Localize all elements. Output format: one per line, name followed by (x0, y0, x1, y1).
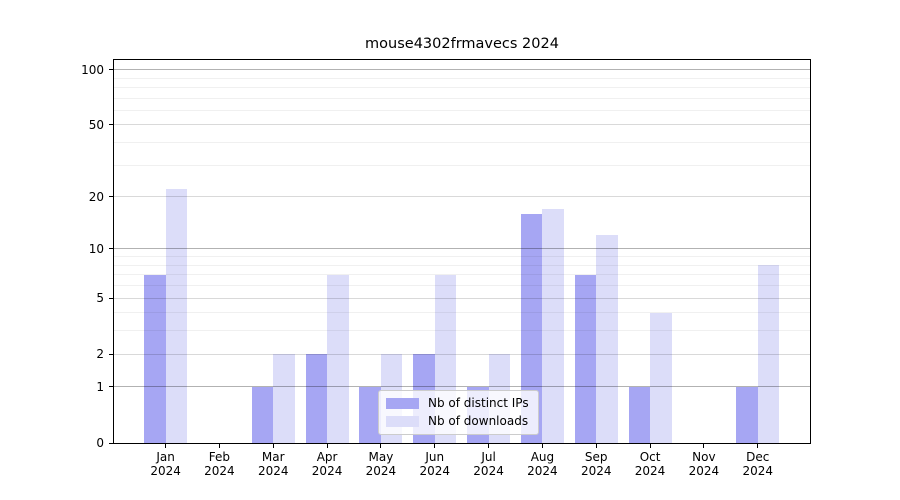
bar-distinct-ips-oct (628, 386, 651, 443)
x-tick-mark-aug (541, 444, 543, 448)
minor-gridline-y-3 (114, 330, 810, 332)
legend-label-distinct-ips: Nb of distinct IPs (428, 396, 529, 410)
y-tick-label-2: 2 (96, 347, 104, 362)
legend-item-downloads: Nb of downloads (386, 414, 529, 429)
y-tick-mark-0 (109, 442, 113, 444)
x-tick-label-apr: Apr 2024 (311, 450, 343, 478)
legend-item-distinct-ips: Nb of distinct IPs (386, 396, 529, 411)
bar-downloads-jan (165, 189, 188, 443)
minor-gridline-y-30 (114, 164, 810, 166)
gridline-y-100 (114, 69, 810, 71)
y-tick-label-0: 0 (96, 436, 104, 450)
minor-gridline-y-40 (114, 142, 810, 144)
bar-distinct-ips-jan (144, 274, 166, 443)
y-tick-mark-10 (109, 248, 113, 250)
x-tick-mark-jul (488, 444, 490, 448)
x-tick-label-may: May 2024 (365, 450, 397, 478)
gridline-y-2 (114, 353, 810, 355)
x-tick-mark-jun (434, 444, 436, 448)
y-tick-mark-50 (109, 124, 113, 126)
y-tick-label-20: 20 (88, 189, 104, 204)
x-tick-label-feb: Feb 2024 (204, 450, 235, 478)
x-tick-mark-nov (703, 444, 705, 448)
minor-gridline-y-60 (114, 109, 810, 111)
y-tick-label-50: 50 (88, 117, 104, 132)
legend-label-downloads: Nb of downloads (428, 414, 529, 428)
x-tick-label-jun: Jun 2024 (419, 450, 451, 478)
bar-downloads-mar (273, 354, 295, 443)
legend-swatch-downloads (386, 416, 419, 427)
x-tick-mark-may (380, 444, 382, 448)
y-tick-label-1: 1 (96, 379, 104, 394)
minor-gridline-y-4 (114, 312, 810, 314)
x-tick-label-sep: Sep 2024 (580, 450, 612, 478)
gridline-y-5 (114, 297, 810, 299)
y-tick-label-10: 10 (88, 241, 104, 256)
minor-gridline-y-6 (114, 285, 810, 287)
bar-downloads-sep (596, 235, 618, 443)
minor-gridline-y-90 (114, 77, 810, 79)
legend-swatch-distinct-ips (386, 398, 419, 409)
bar-distinct-ips-dec (736, 386, 758, 443)
x-tick-mark-dec (757, 444, 759, 448)
bar-downloads-oct (650, 312, 672, 443)
x-tick-label-jan: Jan 2024 (150, 450, 181, 478)
plot-area: Nb of distinct IPs Nb of downloads (113, 59, 811, 444)
gridline-y-20 (114, 196, 810, 198)
x-tick-label-jul: Jul 2024 (473, 450, 504, 478)
bar-downloads-dec (757, 265, 780, 443)
y-tick-label-5: 5 (96, 291, 104, 306)
x-tick-label-nov: Nov 2024 (688, 450, 720, 478)
x-tick-mark-apr (326, 444, 328, 448)
x-tick-label-aug: Aug 2024 (527, 450, 558, 478)
bar-distinct-ips-may (359, 386, 381, 443)
x-tick-mark-feb (218, 444, 220, 448)
y-tick-mark-2 (109, 353, 113, 355)
y-tick-mark-5 (109, 297, 113, 299)
minor-gridline-y-80 (114, 86, 810, 88)
x-tick-mark-jan (165, 444, 167, 448)
y-tick-label-100: 100 (81, 62, 104, 77)
y-tick-mark-20 (109, 196, 113, 198)
y-tick-mark-1 (109, 386, 113, 388)
x-tick-label-oct: Oct 2024 (634, 450, 666, 478)
gridline-y-50 (114, 124, 810, 126)
bar-downloads-aug (542, 209, 564, 443)
minor-gridline-y-7 (114, 274, 810, 276)
minor-gridline-y-70 (114, 97, 810, 99)
minor-gridline-y-8 (114, 264, 810, 266)
bar-distinct-ips-sep (574, 274, 597, 443)
x-tick-mark-mar (272, 444, 274, 448)
gridline-y-10 (114, 248, 810, 250)
x-tick-mark-oct (649, 444, 651, 448)
y-tick-mark-100 (109, 69, 113, 71)
minor-gridline-y-9 (114, 256, 810, 258)
bar-distinct-ips-apr (305, 354, 328, 443)
legend: Nb of distinct IPs Nb of downloads (378, 390, 539, 435)
gridline-y-1 (114, 386, 810, 388)
x-tick-label-dec: Dec 2024 (742, 450, 773, 478)
x-tick-mark-sep (595, 444, 597, 448)
bar-distinct-ips-mar (251, 386, 274, 443)
bar-downloads-apr (327, 274, 349, 443)
bar-distinct-ips-aug (520, 213, 543, 443)
x-tick-label-mar: Mar 2024 (257, 450, 289, 478)
chart-title: mouse4302frmavecs 2024 (365, 36, 559, 52)
